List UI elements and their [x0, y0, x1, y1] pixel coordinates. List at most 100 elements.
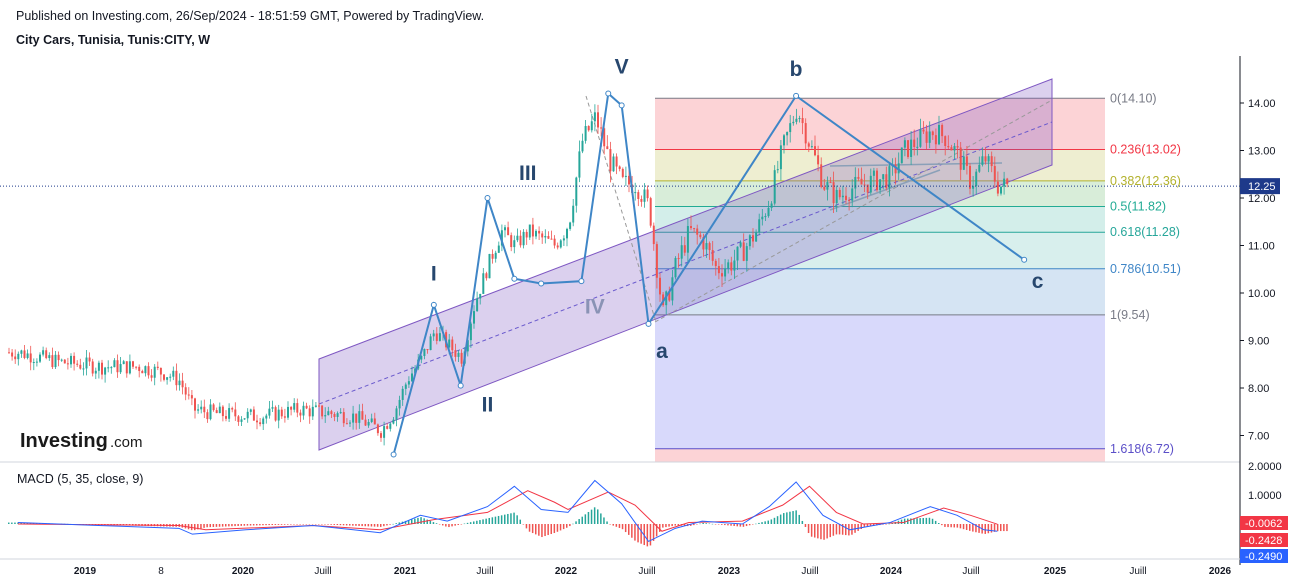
macd-histogram-bar — [200, 524, 202, 529]
candle — [166, 376, 169, 385]
macd-histogram-bar — [646, 524, 649, 547]
candle — [531, 217, 534, 245]
wave-line — [392, 91, 1025, 455]
candle — [869, 168, 872, 195]
macd-histogram-bar — [463, 523, 466, 525]
candle — [94, 367, 97, 380]
macd-histogram-bar — [256, 524, 258, 526]
axes: 7.00 8.00 9.00 10.00 11.00 12.00 13.00 14.00 2.0… — [0, 56, 1288, 577]
candle — [606, 135, 609, 150]
macd-histogram-bar — [829, 524, 831, 538]
macd-histogram-bar — [349, 524, 351, 526]
candle — [739, 240, 742, 249]
candle — [221, 405, 224, 422]
candle — [857, 168, 860, 182]
candle — [42, 346, 45, 357]
macd-histogram-bar — [863, 524, 866, 528]
macd-histogram-bar — [404, 520, 407, 524]
candle — [290, 405, 293, 416]
macd-histogram-bar — [476, 520, 478, 524]
candle — [91, 358, 94, 377]
candle — [956, 139, 959, 159]
macd-histogram-bar — [20, 522, 22, 524]
candle — [271, 400, 274, 412]
candle — [395, 405, 398, 427]
macd-title: MACD (5, 35, close, 9) — [17, 472, 143, 486]
candle — [386, 423, 389, 430]
macd-histogram-bar — [417, 517, 419, 524]
macd-histogram-bar — [435, 523, 438, 524]
macd-histogram-bar — [221, 524, 224, 527]
macd-histogram-bar — [305, 524, 308, 525]
elliott-wave-path — [390, 90, 1028, 458]
candle — [693, 227, 696, 233]
candle — [57, 351, 60, 367]
candle — [776, 160, 779, 174]
candle — [358, 404, 361, 429]
candle — [497, 241, 500, 254]
macd-value-label: -0.0062 — [1245, 518, 1282, 530]
candle — [609, 141, 612, 183]
macd-histogram-bar — [324, 524, 326, 525]
macd-histogram-bar — [240, 524, 242, 526]
candle — [265, 413, 268, 424]
macd-histogram-bar — [891, 522, 893, 524]
macd-histogram-bar — [333, 524, 335, 525]
macd-histogram-bar — [504, 514, 506, 524]
candle — [370, 413, 373, 424]
candle — [302, 401, 305, 420]
macd-histogram-bar — [928, 517, 931, 524]
macd-histogram-bar — [618, 524, 621, 528]
candle — [423, 348, 426, 360]
candle — [116, 354, 119, 378]
candle — [175, 363, 178, 391]
macd-histogram-bar — [838, 524, 841, 535]
candle — [79, 358, 82, 370]
macd-histogram-bar — [287, 524, 289, 525]
macd-histogram-bar — [649, 524, 652, 546]
candle — [965, 146, 968, 175]
channel-midline — [318, 121, 1053, 405]
macd-histogram-bar — [755, 523, 757, 525]
macd-histogram-bar — [1003, 524, 1005, 532]
candle — [885, 166, 888, 191]
candle — [355, 413, 358, 430]
macd-histogram-bar — [373, 524, 376, 527]
candle — [525, 229, 528, 245]
candle — [132, 360, 134, 369]
macd-histogram-bar — [330, 524, 332, 525]
candle — [256, 414, 258, 430]
candle — [621, 167, 624, 179]
candle — [516, 228, 519, 243]
candle — [535, 229, 537, 240]
macd-histogram-bar — [934, 520, 937, 524]
candle — [925, 124, 928, 149]
candle — [299, 409, 302, 423]
candle — [141, 369, 144, 374]
candle — [1003, 171, 1006, 195]
candle — [321, 405, 324, 420]
macd-histogram-bar — [643, 524, 645, 546]
macd-histogram-bar — [327, 524, 329, 525]
macd-value-tag — [1240, 533, 1288, 547]
candle — [801, 107, 804, 135]
macd-histogram-bar — [407, 520, 410, 524]
x-tick-label: 2023 — [718, 566, 741, 577]
macd-histogram-bar — [547, 524, 549, 536]
macd-histogram-bar — [624, 524, 627, 533]
macd-histogram-bar — [969, 524, 971, 531]
candle — [172, 366, 175, 381]
x-tick-label: 2019 — [74, 566, 97, 577]
macd-histogram-bar — [888, 523, 890, 525]
candle — [786, 131, 789, 146]
trend-line — [654, 99, 1053, 323]
candle — [20, 349, 23, 358]
macd-histogram-bar — [358, 524, 360, 526]
candle — [153, 364, 156, 386]
candle — [274, 405, 277, 422]
macd-histogram-bar — [473, 521, 475, 524]
macd-histogram-bar — [724, 524, 726, 526]
macd-histogram-bar — [218, 524, 221, 527]
candlesticks — [8, 104, 1009, 446]
